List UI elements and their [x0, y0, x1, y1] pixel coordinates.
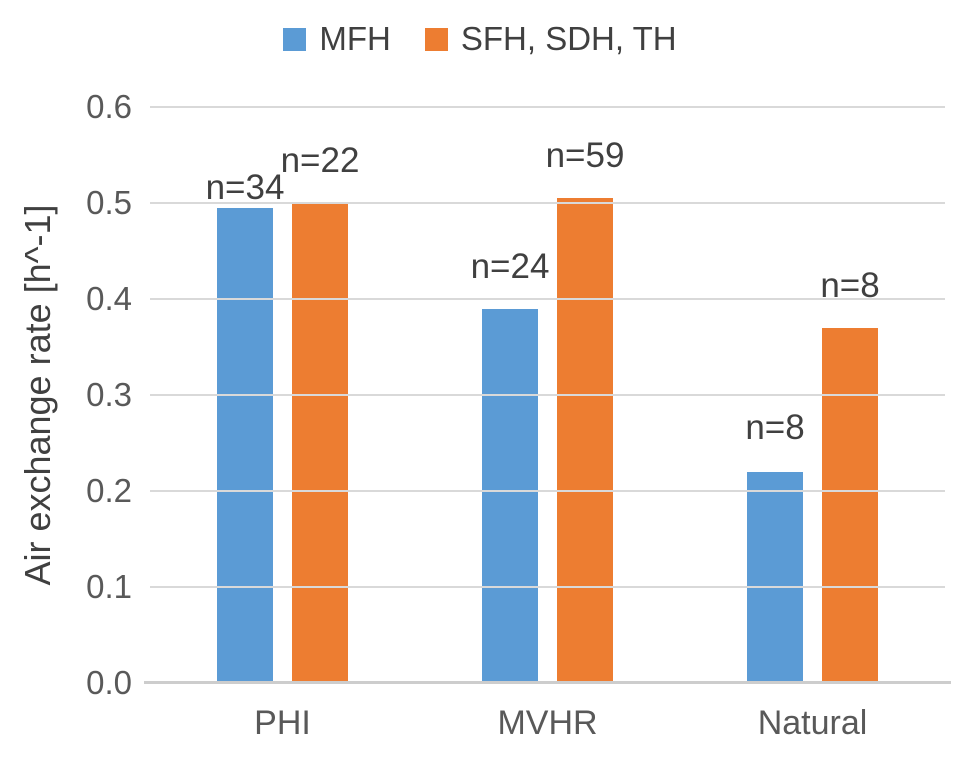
legend-label: SFH, SDH, TH: [460, 20, 677, 57]
y-tick-label: 0.4: [86, 280, 132, 317]
x-axis-labels: PHI MVHR Natural: [150, 704, 945, 743]
bar-sfh-sdh-th-phi: n=22: [281, 141, 359, 683]
x-tick-label-mvhr: MVHR: [497, 704, 598, 742]
y-tick-label: 0.3: [86, 376, 132, 413]
legend-item-mfh: MFH: [283, 20, 391, 58]
bar-mfh-phi: n=34: [206, 168, 284, 683]
bar-mfh-natural: n=8: [745, 408, 805, 683]
legend-swatch-icon: [424, 27, 448, 51]
gridline: [150, 394, 945, 396]
bar-group-mvhr: n=24 n=59: [415, 136, 680, 683]
x-tick-label-natural: Natural: [757, 704, 868, 742]
y-tick-label: 0.6: [86, 88, 132, 125]
bar-sfh-sdh-th-natural: n=8: [820, 266, 880, 683]
y-tick-label: 0.1: [86, 568, 132, 605]
x-axis-line: [144, 681, 951, 684]
gridline: [150, 106, 945, 108]
data-label: n=22: [280, 141, 360, 180]
gridline: [150, 202, 945, 204]
y-tick-label: 0.0: [86, 664, 132, 701]
bar-group-phi: n=34 n=22: [150, 141, 415, 683]
gridline: [150, 586, 945, 588]
gridline: [150, 490, 945, 492]
legend-item-sfh-sdh-th: SFH, SDH, TH: [424, 20, 677, 58]
gridline: [150, 298, 945, 300]
bar-group-natural: n=8 n=8: [680, 266, 945, 683]
x-tick-label-phi: PHI: [254, 704, 311, 742]
bar-sfh-sdh-th-mvhr: n=59: [546, 136, 624, 683]
data-label: n=59: [545, 136, 625, 176]
plot-area: n=34 n=22 n=24 n=59 n=8 n=8: [144, 106, 951, 684]
data-label: n=34: [205, 167, 285, 207]
data-label: n=24: [470, 246, 550, 286]
legend-swatch-icon: [283, 27, 307, 51]
bar-groups: n=34 n=22 n=24 n=59 n=8 n=8: [150, 107, 945, 683]
data-label: n=8: [745, 407, 805, 447]
y-tick-label: 0.2: [86, 472, 132, 509]
y-tick-label: 0.5: [86, 184, 132, 221]
legend: MFH SFH, SDH, TH: [0, 20, 960, 58]
legend-label: MFH: [319, 20, 391, 57]
bar-mfh-mvhr: n=24: [471, 247, 549, 683]
